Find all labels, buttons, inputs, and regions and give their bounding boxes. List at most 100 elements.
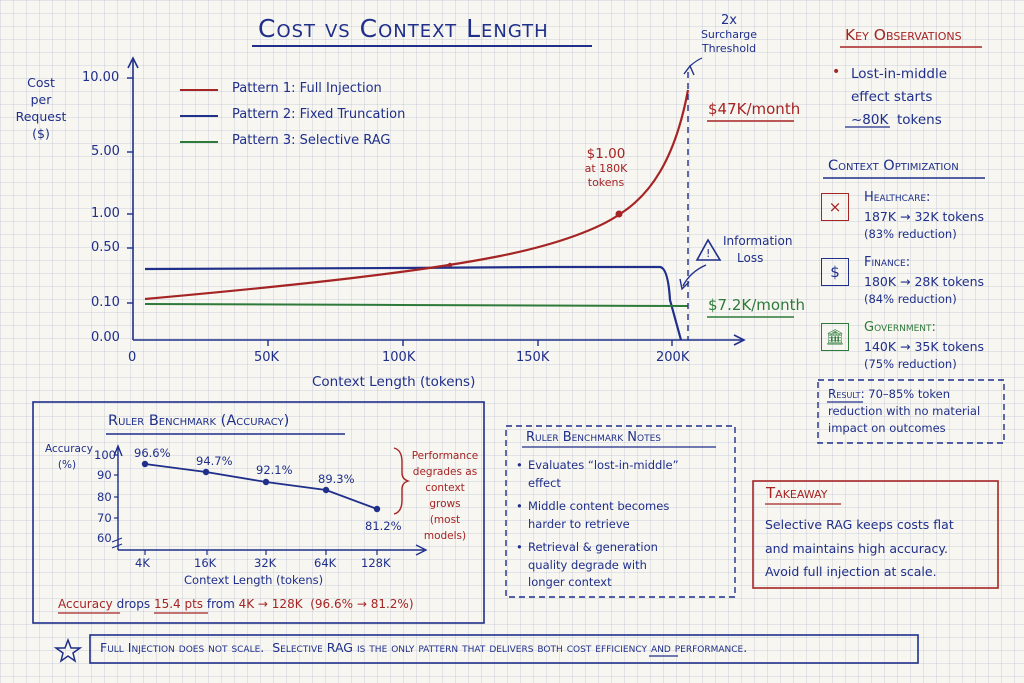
degrade-note-line: context grows (425, 482, 465, 510)
notes-item: Middle content becomes harder to retriev… (516, 498, 728, 533)
ruler-footer: Accuracy drops 15.4 pts from 4K → 128K (… (58, 597, 414, 611)
star-icon (53, 637, 83, 663)
ruler-point-label: 92.1% (256, 463, 293, 477)
surcharge-threshold-label: 2x Surcharge Threshold (697, 14, 761, 56)
finance-icon: $ (821, 258, 849, 286)
observation-threshold: ~80K (851, 112, 889, 128)
ruler-y-tick: 80 (97, 490, 112, 504)
takeaway-box-frame (752, 480, 999, 589)
item-name: Healthcare: (864, 190, 931, 205)
y-tick-label: 0.10 (91, 295, 120, 310)
finance-item: Finance: 180K → 28K tokens (84% reductio… (864, 253, 984, 308)
notes-line: Middle content becomes (528, 499, 670, 513)
takeaway-line: Avoid full injection at scale. (765, 564, 937, 579)
takeaway-line: and maintains high accuracy. (765, 540, 948, 556)
item-name: Government: (864, 320, 936, 335)
footer-range: 4K → 128K (238, 597, 303, 611)
notes-line: Evaluates “lost-in-middle” (528, 458, 679, 472)
ruler-point (373, 505, 381, 513)
notes-line: quality degrade with (528, 557, 647, 572)
point-1-dollar-180k (615, 210, 623, 218)
takeaway-line: Selective RAG keeps costs flat (765, 517, 954, 532)
legend-selective-rag: Pattern 3: Selective RAG (232, 133, 391, 148)
ruler-points (141, 460, 381, 513)
ruler-x-label: Context Length (tokens) (184, 573, 324, 587)
footer-values: (96.6% → 81.2%) (302, 597, 414, 611)
result-label: Result: (828, 387, 865, 401)
footer-text: drops (112, 597, 154, 611)
ruler-point-label: 96.6% (134, 446, 171, 460)
banner-frame (89, 634, 919, 664)
crossover-point (447, 262, 453, 268)
takeaway-title: Takeaway (766, 484, 828, 502)
result-text: Result: 70–85% token reduction with no m… (828, 386, 980, 437)
y-label-line: Request (15, 109, 67, 124)
notes-list: Evaluates “lost-in-middle” effect Middle… (516, 457, 728, 592)
degrade-note-line: degrades as (412, 466, 478, 478)
observation-text: Lost-in-middle effect starts ~80K tokens (851, 63, 947, 132)
ruler-x-arrow (415, 544, 428, 556)
observation-tail: tokens (896, 112, 942, 128)
ruler-point (322, 486, 330, 494)
annotation-line: $1.00 (586, 146, 626, 162)
series-selective-rag (144, 303, 689, 307)
degrade-note-line: Performance (411, 450, 479, 462)
notes-title: Ruler Benchmark Notes (526, 430, 662, 445)
observations-title: Key Observations (845, 26, 962, 44)
healthcare-icon: × (821, 193, 849, 221)
page-title: Cost vs Context Length (258, 14, 549, 43)
item-pct: (84% reduction) (864, 292, 957, 306)
threshold-line-2: Surcharge (700, 28, 758, 41)
x-tick-label: 50K (254, 350, 280, 365)
result-box-frame (817, 379, 1005, 444)
title-underline (252, 45, 592, 47)
ruler-x-tick: 64K (314, 556, 337, 570)
y-tick-label: 10.00 (82, 70, 120, 85)
ruler-point-label: 94.7% (196, 454, 233, 468)
bottom-banner: Full Injection does not scale. Selective… (100, 640, 747, 655)
series-full-injection (144, 89, 690, 301)
ruler-point (262, 478, 270, 486)
warning-icon (695, 238, 722, 261)
banner-emphasis: both (537, 640, 563, 655)
item-detail: 140K → 35K tokens (864, 339, 985, 354)
item-detail: 187K → 32K tokens (864, 209, 985, 224)
y-tick-label: 0.00 (91, 330, 120, 345)
x-tick-label: 0 (128, 350, 137, 365)
peak-cost-label: $47K/month (708, 100, 801, 118)
y-tick-label: 1.00 (91, 206, 120, 221)
item-pct: (75% reduction) (864, 357, 957, 371)
ruler-point-label: 89.3% (318, 472, 355, 486)
observation-line: Lost-in-middle (851, 66, 948, 82)
notes-item: Evaluates “lost-in-middle” effect (516, 457, 728, 492)
footer-accuracy: Accuracy (58, 597, 113, 611)
y-tick-label: 5.00 (91, 144, 120, 159)
footer-drop: 15.4 pts (153, 597, 204, 611)
item-name: Finance: (864, 255, 911, 270)
flat-cost-label: $7.2K/month (708, 296, 805, 314)
ruler-y-tick: 100 (94, 448, 116, 462)
threshold-leader (689, 57, 703, 67)
y-label-line: ($) (32, 126, 50, 141)
result-line: Result: 70–85% token (828, 386, 980, 403)
government-icon: 🏛 (821, 323, 849, 351)
ruler-x-tick: 128K (361, 556, 391, 570)
ruler-point (141, 460, 149, 468)
observation-line: ~80K tokens (851, 109, 947, 132)
ruler-point (202, 468, 210, 476)
ruler-y-ticks (114, 454, 118, 519)
ruler-y-label-line: (%) (57, 459, 77, 471)
item-detail: 180K → 28K tokens (864, 274, 985, 289)
threshold-arrow (683, 64, 695, 76)
annotation-line: at 180K (584, 162, 628, 175)
series-fixed-truncation (144, 265, 683, 341)
x-axis-label: Context Length (tokens) (312, 374, 476, 390)
footer-text: from (203, 597, 239, 611)
x-axis-arrow (733, 334, 746, 346)
threshold-line-1: 2x (721, 13, 737, 28)
info-loss-arrow (682, 264, 707, 287)
information-loss-label: Information Loss (723, 233, 792, 267)
healthcare-item: Healthcare: 187K → 32K tokens (83% reduc… (864, 188, 984, 243)
result-value: 70–85% token (868, 387, 951, 401)
